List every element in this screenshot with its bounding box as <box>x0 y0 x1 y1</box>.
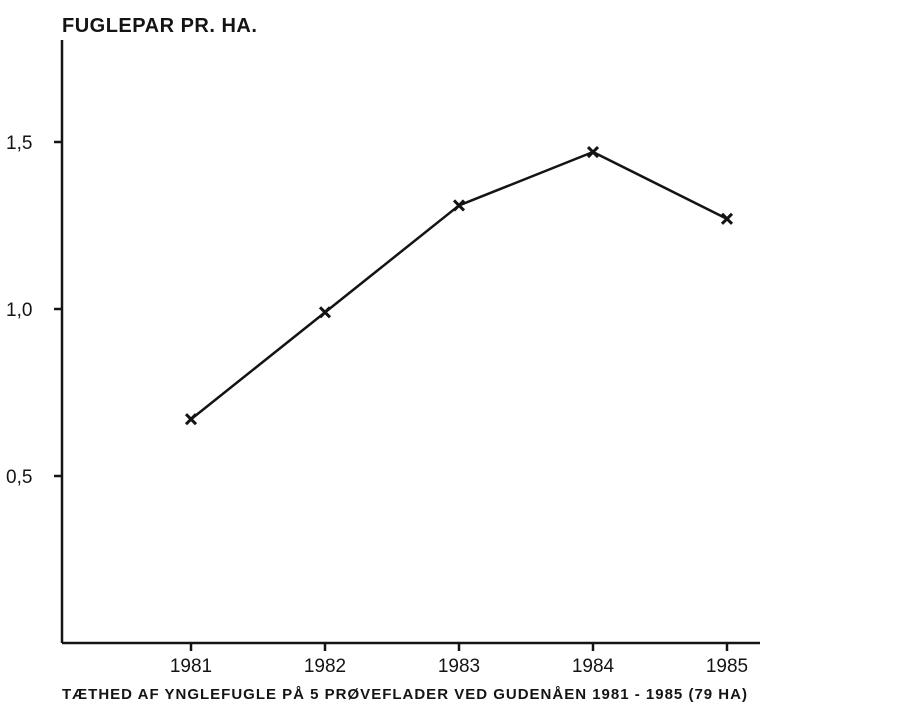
data-point-marker <box>586 145 600 159</box>
x-tick-label: 1981 <box>170 656 212 677</box>
series-group <box>184 145 734 426</box>
data-point-marker <box>318 306 332 319</box>
series-line <box>190 150 728 421</box>
x-ticks: 1981 1982 1983 1984 1985 <box>170 643 748 677</box>
x-tick-label: 1982 <box>304 656 346 677</box>
x-tick-label: 1984 <box>572 656 615 677</box>
y-tick-label: 1,0 <box>6 300 32 321</box>
chart-caption: TÆTHED AF YNGLEFUGLE PÅ 5 PRØVEFLADER VE… <box>62 686 748 703</box>
y-ticks: 0,5 1,0 1,5 <box>6 133 62 488</box>
x-tick-label: 1985 <box>706 656 748 677</box>
data-point-marker <box>720 212 734 225</box>
y-axis-title: FUGLEPAR PR. HA. <box>62 15 257 37</box>
y-tick-label: 1,5 <box>6 133 32 154</box>
y-tick-label: 0,5 <box>6 467 32 488</box>
data-point-marker <box>184 413 198 426</box>
x-tick-label: 1983 <box>438 656 480 677</box>
data-point-marker <box>452 199 466 212</box>
